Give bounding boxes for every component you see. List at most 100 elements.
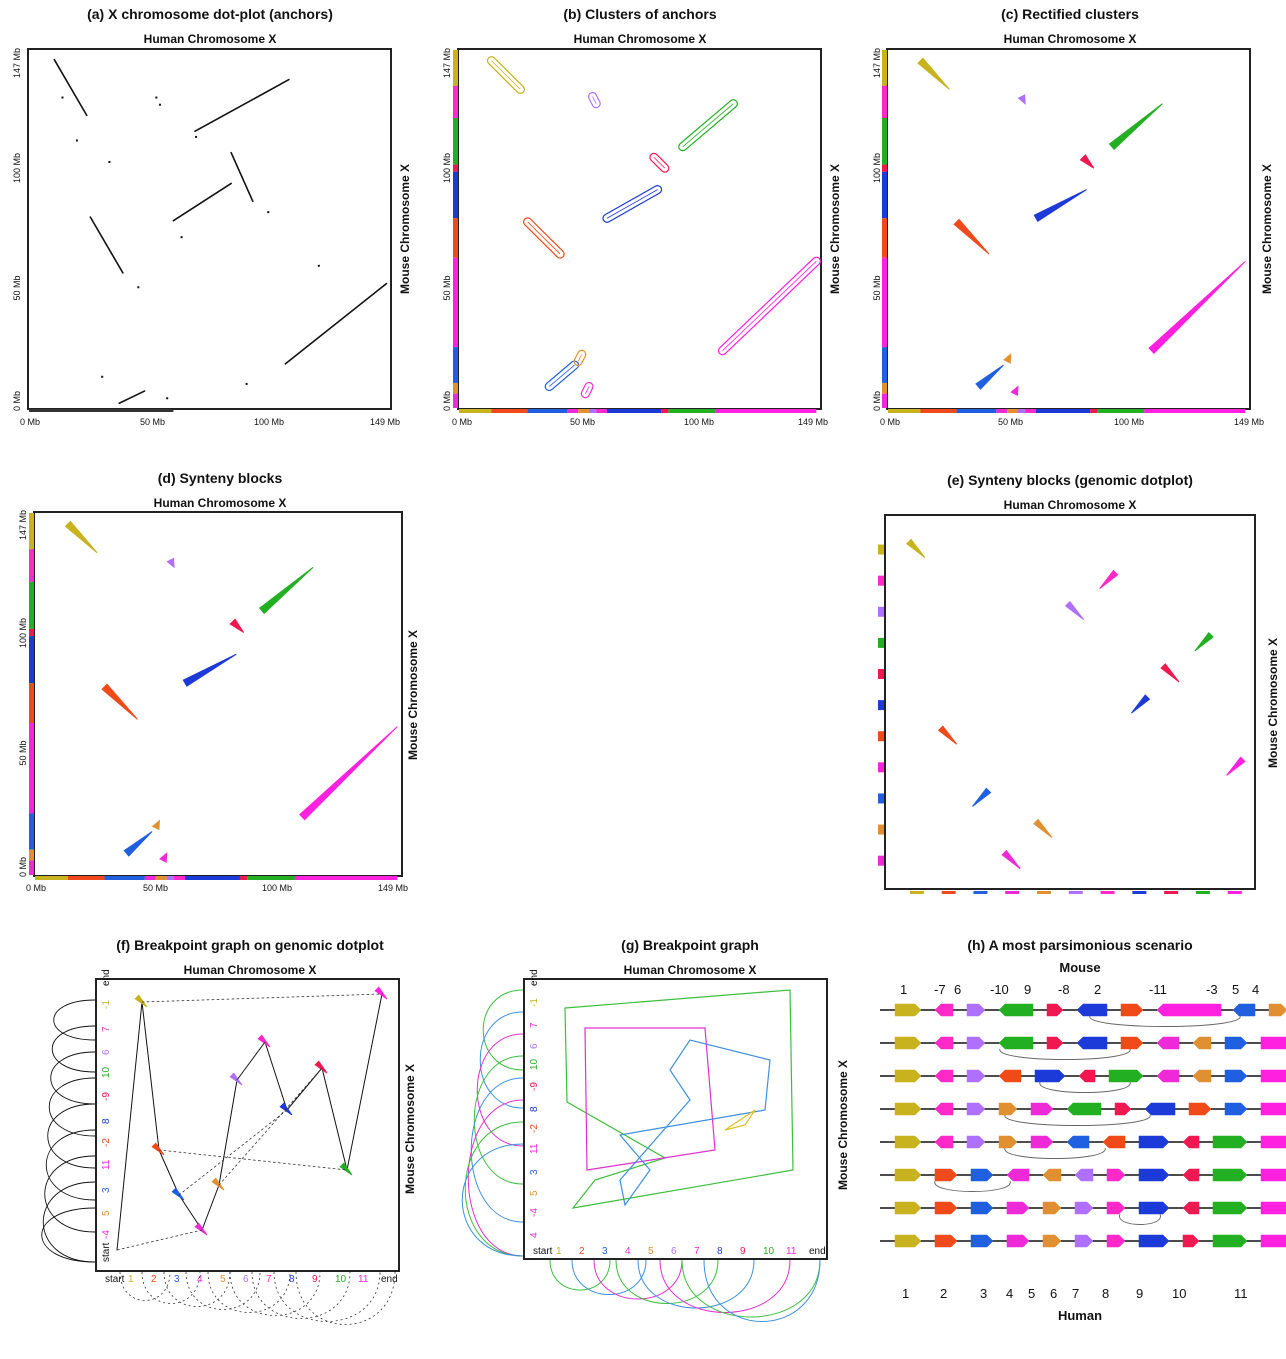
mouse-order-label-5: -8 (1058, 982, 1070, 997)
block-2 (953, 218, 990, 255)
h-block-8-row-4 (1138, 1135, 1170, 1149)
anchor-dot-10 (245, 382, 248, 385)
panel-a-xtick-3: 149 Mb (370, 417, 401, 427)
block-3 (975, 364, 1004, 390)
mouse-axis-block-8 (29, 849, 34, 861)
f-yaxis-label-3: 3 (101, 1187, 112, 1193)
human-axis-block-3 (996, 409, 1008, 413)
g-yaxis-label-0: 4 (529, 1232, 540, 1238)
mouse-axis-block-4 (29, 636, 34, 684)
f-block-1 (134, 994, 148, 1008)
g-yaxis-label-3: 3 (529, 1169, 540, 1175)
panel-e-genomic-dotplot (878, 538, 1246, 894)
block-4 (159, 852, 168, 863)
h-block-11-row-3 (1260, 1102, 1286, 1116)
f-dashed-0 (141, 993, 383, 1003)
g-xaxis-label-4: 4 (625, 1246, 631, 1257)
f-xaxis-label-5: 5 (220, 1274, 226, 1285)
f-yaxis-label-2: 5 (101, 1210, 112, 1216)
h-block-11-row-2 (1260, 1069, 1286, 1083)
panel-b-xtick-3: 149 Mb (798, 417, 829, 427)
h-block-9-row-2 (1078, 1069, 1096, 1083)
f-path-1 (141, 1001, 160, 1151)
f-dashed-3 (116, 1229, 203, 1251)
panel-c-title: (c) Rectified clusters (1001, 6, 1139, 22)
human-marker-4 (1005, 891, 1020, 894)
panel-c-xtick-2: 100 Mb (1114, 417, 1145, 427)
genomic-block-2 (937, 725, 958, 745)
f-yaxis-label-7: -9 (101, 1092, 112, 1101)
panel-e-ylabel: Mouse Chromosome X (1266, 637, 1280, 768)
h-block-3-row-7 (970, 1234, 994, 1248)
mouse-axis-block-5 (29, 683, 34, 723)
human-order-label-6: 7 (1072, 1286, 1080, 1301)
h-block-6-row-5 (1074, 1168, 1094, 1182)
mouse-axis-block-6 (882, 257, 887, 348)
h-block-2-row-3 (1188, 1102, 1212, 1116)
g-bottom-arc-4 (637, 1259, 755, 1309)
mouse-order-label-3: -10 (990, 982, 1009, 997)
g-yaxis-label-1: -4 (529, 1208, 540, 1217)
panel-h-human-label: Human (1057, 1308, 1103, 1323)
f-dashed-2 (178, 1109, 288, 1196)
panel-d-xlabel: Human Chromosome X (153, 496, 287, 510)
f-xaxis-label-12: end (381, 1274, 398, 1285)
human-axis-block-5 (166, 876, 175, 880)
f-block-4 (194, 1222, 208, 1236)
block-5 (151, 819, 161, 831)
g-blue-cycle (618, 1039, 771, 1207)
h-block-3-row-3 (1224, 1102, 1248, 1116)
h-block-8-row-1 (1076, 1036, 1108, 1050)
g-xaxis-label-1: 1 (556, 1246, 562, 1257)
human-order-label-5: 6 (1050, 1286, 1058, 1301)
genomic-block-5 (1033, 818, 1053, 838)
f-xaxis-label-1: 1 (128, 1274, 134, 1285)
g-xaxis-label-6: 6 (671, 1246, 677, 1257)
genomic-block-6 (1064, 600, 1085, 621)
h-block-11-row-7 (1260, 1234, 1286, 1248)
panel-c-ytick-1: 50 Mb (872, 275, 882, 301)
human-axis-block-5 (1017, 409, 1026, 413)
genomic-block-10 (1194, 632, 1214, 652)
g-xaxis-label-10: 10 (763, 1246, 775, 1257)
panel-a-title: (a) X chromosome dot-plot (anchors) (87, 6, 333, 22)
panel-c-xtick-0: 0 Mb (880, 417, 901, 427)
genomic-block-8 (1130, 694, 1151, 714)
h-block-1-row-2 (894, 1069, 922, 1083)
cluster-2 (523, 217, 565, 259)
panel-a-ytick-3: 147 Mb (12, 47, 22, 79)
h-block-5-row-0 (1268, 1003, 1286, 1017)
block-9 (229, 618, 245, 633)
genomic-block-11 (1226, 756, 1246, 776)
anchor-dot-2 (75, 139, 78, 142)
block-9 (1079, 154, 1095, 169)
mouse-axis-block-7 (882, 347, 887, 383)
human-marker-2 (941, 891, 956, 894)
f-path-0 (116, 1001, 143, 1251)
f-block-11 (374, 986, 388, 1000)
human-order-label-7: 8 (1102, 1286, 1110, 1301)
panel-c-xtick-3: 149 Mb (1234, 417, 1265, 427)
panel-f-xlabel: Human Chromosome X (183, 963, 317, 977)
h-block-3-row-5 (970, 1168, 994, 1182)
human-marker-5 (1037, 891, 1052, 894)
mouse-order-label-7: -11 (1149, 982, 1167, 997)
human-axis-block-0 (35, 876, 68, 880)
f-yaxis-label-4: 11 (101, 1159, 112, 1170)
h-block-7-row-3 (934, 1102, 954, 1116)
f-block-6 (229, 1072, 243, 1086)
anchor-dot-11 (101, 375, 104, 378)
h-block-1-row-1 (894, 1036, 922, 1050)
mouse-order-label-1: -7 (934, 982, 946, 997)
panel-g-ylabel: Mouse Chromosome X (836, 1059, 850, 1190)
h-block-6-row-4 (966, 1135, 986, 1149)
h-block-8-row-0 (1076, 1003, 1108, 1017)
panel-b-plot (453, 48, 822, 413)
h-block-11-row-6 (1260, 1201, 1286, 1215)
human-order-label-1: 2 (940, 1286, 948, 1301)
f-yaxis-label-9: 6 (101, 1049, 112, 1055)
h-block-7-row-2 (934, 1069, 954, 1083)
panel-c-plot (882, 48, 1251, 413)
block-11 (299, 726, 398, 821)
h-block-5-row-7 (1042, 1234, 1062, 1248)
